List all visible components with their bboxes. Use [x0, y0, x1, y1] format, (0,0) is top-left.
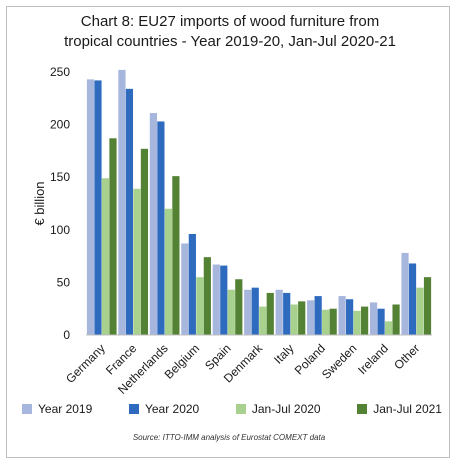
- x-tick-label: Sweden: [319, 341, 360, 382]
- chart-title-line-1: Chart 8: EU27 imports of wood furniture …: [80, 13, 380, 30]
- bar: [329, 308, 337, 335]
- x-tick-label: Ireland: [355, 341, 391, 377]
- bar: [423, 277, 432, 335]
- bar: [283, 292, 291, 335]
- legend-label-jan-jul-2020: Jan-Jul 2020: [251, 402, 321, 416]
- y-tick-label: 100: [50, 223, 70, 237]
- legend-swatch-year-2019: [22, 404, 32, 414]
- bar: [346, 299, 354, 335]
- bar: [196, 277, 204, 335]
- bar: [392, 304, 400, 335]
- x-tick-label: Germany: [63, 341, 108, 386]
- bar: [338, 296, 346, 335]
- bar: [188, 234, 196, 335]
- bar: [416, 287, 424, 335]
- legend-item-jan-jul-2021: Jan-Jul 2021: [357, 402, 442, 416]
- legend-item-jan-jul-2020: Jan-Jul 2020: [235, 402, 321, 416]
- legend-item-year-2019: Year 2019: [22, 402, 92, 416]
- bar: [314, 296, 322, 335]
- bar: [266, 292, 274, 335]
- bar: [149, 113, 157, 335]
- legend-swatch-jan-jul-2021: [357, 404, 368, 414]
- bar: [322, 309, 330, 335]
- y-tick-label: 250: [50, 65, 70, 79]
- legend-label-year-2020: Year 2020: [144, 402, 200, 416]
- bar: [212, 264, 220, 335]
- bar: [164, 208, 172, 335]
- bar: [244, 289, 252, 335]
- bar: [227, 289, 235, 335]
- bar: [298, 301, 306, 335]
- y-tick-label: 0: [63, 328, 70, 342]
- bar: [384, 321, 393, 335]
- bar: [353, 310, 361, 335]
- bar: [307, 300, 315, 335]
- bar: [86, 79, 95, 335]
- chart-title-line-2: tropical countries - Year 2019-20, Jan-J…: [64, 33, 396, 50]
- bar: [94, 80, 102, 335]
- bar: [377, 308, 385, 335]
- bar: [408, 263, 417, 335]
- legend-swatch-jan-jul-2020: [235, 404, 246, 414]
- bar: [109, 138, 117, 335]
- bar: [369, 302, 378, 335]
- bar: [251, 287, 259, 335]
- y-tick-label: 150: [50, 170, 70, 184]
- bar: [118, 69, 126, 336]
- bar: [290, 304, 298, 335]
- bar: [361, 306, 369, 335]
- bar: [275, 289, 283, 335]
- y-tick-label: 50: [57, 275, 71, 289]
- x-tick-label: Belgium: [162, 341, 203, 382]
- legend: Year 2019 Year 2020 Jan-Jul 2020 Jan-Jul…: [22, 402, 442, 416]
- bar: [181, 243, 189, 335]
- bar: [125, 88, 134, 335]
- y-axis-label: € billion: [32, 181, 47, 225]
- bar: [140, 148, 149, 335]
- bar: [220, 265, 228, 335]
- bar: [133, 188, 141, 335]
- bar: [101, 178, 110, 335]
- legend-label-year-2019: Year 2019: [38, 402, 93, 416]
- legend-label-jan-jul-2021: Jan-Jul 2021: [373, 402, 442, 416]
- chart-title: Chart 8: EU27 imports of wood furniture …: [20, 12, 440, 52]
- legend-item-year-2020: Year 2020: [128, 402, 200, 416]
- bar: [203, 257, 211, 335]
- source-note: Source: ITTO-IMM analysis of Eurostat CO…: [132, 433, 326, 442]
- y-tick-label: 200: [50, 118, 70, 132]
- bar: [401, 252, 409, 335]
- legend-swatch-year-2020: [128, 404, 139, 414]
- bar: [157, 121, 165, 335]
- x-tick-label: Other: [391, 341, 422, 372]
- chart-frame: [6, 6, 450, 458]
- x-tick-label: Italy: [271, 341, 296, 366]
- bar: [235, 279, 243, 335]
- bar: [259, 306, 267, 335]
- bar: [172, 176, 180, 335]
